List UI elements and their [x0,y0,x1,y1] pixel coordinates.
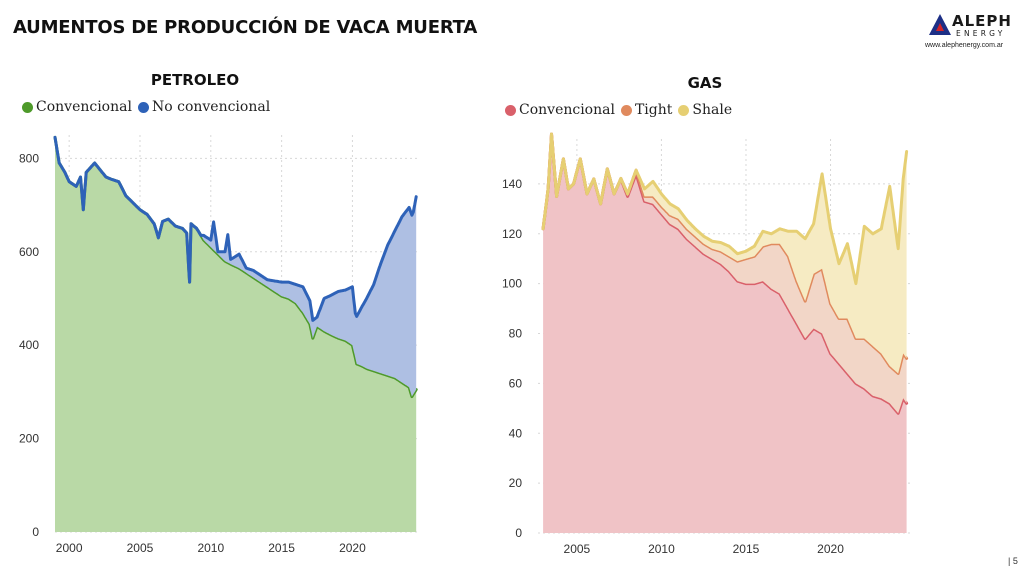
gas-y-tick-80: 80 [509,327,523,341]
legend-item-gas-conventional: Convencional [505,102,615,118]
oil-area-1 [55,137,417,397]
gas-x-tick-2015: 2015 [733,542,760,556]
oil-x-tick-2005: 2005 [127,541,154,555]
gas-chart-legend: Convencional Tight Shale [505,102,738,118]
legend-item-oil-conventional: Convencional [22,99,132,115]
legend-label-gas-tight: Tight [634,102,673,118]
oil-x-tick-2020: 2020 [339,541,366,555]
legend-label-gas-shale: Shale [692,102,733,118]
gas-area-0 [543,134,907,533]
legend-label-oil-unconventional: No convencional [151,99,271,115]
logo-url: www.alephenergy.com.ar [925,42,1004,49]
gas-x-tick-2005: 2005 [564,542,591,556]
oil-x-tick-2015: 2015 [268,541,295,555]
legend-swatch-gas-tight [620,104,632,116]
legend-item-gas-shale: Shale [678,102,732,118]
page-number: | 5 [1008,556,1018,566]
legend-item-oil-unconventional: No convencional [137,99,271,115]
legend-swatch-oil-conventional [22,101,33,113]
legend-swatch-gas-conventional [505,104,516,116]
oil-y-tick-0: 0 [32,525,39,539]
gas-y-tick-20: 20 [509,476,523,490]
gas-x-tick-2010: 2010 [648,542,675,556]
gas-y-tick-140: 140 [502,177,522,191]
oil-x-tick-2010: 2010 [197,541,224,555]
company-logo: ALEPH ENERGY www.alephenergy.com.ar [925,12,1020,56]
legend-label-oil-conventional: Convencional [36,99,132,115]
gas-area-2 [543,134,907,374]
gas-y-tick-120: 120 [502,227,522,241]
gas-y-tick-40: 40 [509,426,523,440]
legend-swatch-oil-unconventional [137,101,149,113]
oil-y-tick-800: 800 [19,151,39,165]
legend-label-gas-conventional: Convencional [519,102,615,118]
logo-name-top: ALEPH [952,12,1012,30]
logo-triangle-icon [929,14,951,35]
legend-swatch-gas-shale [678,104,690,116]
gas-y-tick-0: 0 [515,526,522,540]
oil-area-0 [55,137,417,533]
page-title: AUMENTOS DE PRODUCCIÓN DE VACA MUERTA [13,17,478,38]
oil-chart-legend: Convencional No convencional [22,99,276,115]
gas-area-1 [543,134,907,414]
oil-y-tick-400: 400 [19,338,39,352]
oil-line-1 [53,135,418,322]
gas-chart-title: GAS [687,74,723,92]
legend-item-gas-tight: Tight [620,102,673,118]
gas-x-tick-2020: 2020 [817,542,844,556]
oil-chart-title: PETROLEO [150,71,240,89]
gas-y-tick-60: 60 [509,376,523,390]
logo-name-bottom: ENERGY [956,29,1006,38]
gas-line-2 [541,132,909,286]
oil-y-tick-600: 600 [19,245,39,259]
oil-x-tick-2000: 2000 [56,541,83,555]
oil-y-tick-200: 200 [19,432,39,446]
gas-y-tick-100: 100 [502,277,522,291]
